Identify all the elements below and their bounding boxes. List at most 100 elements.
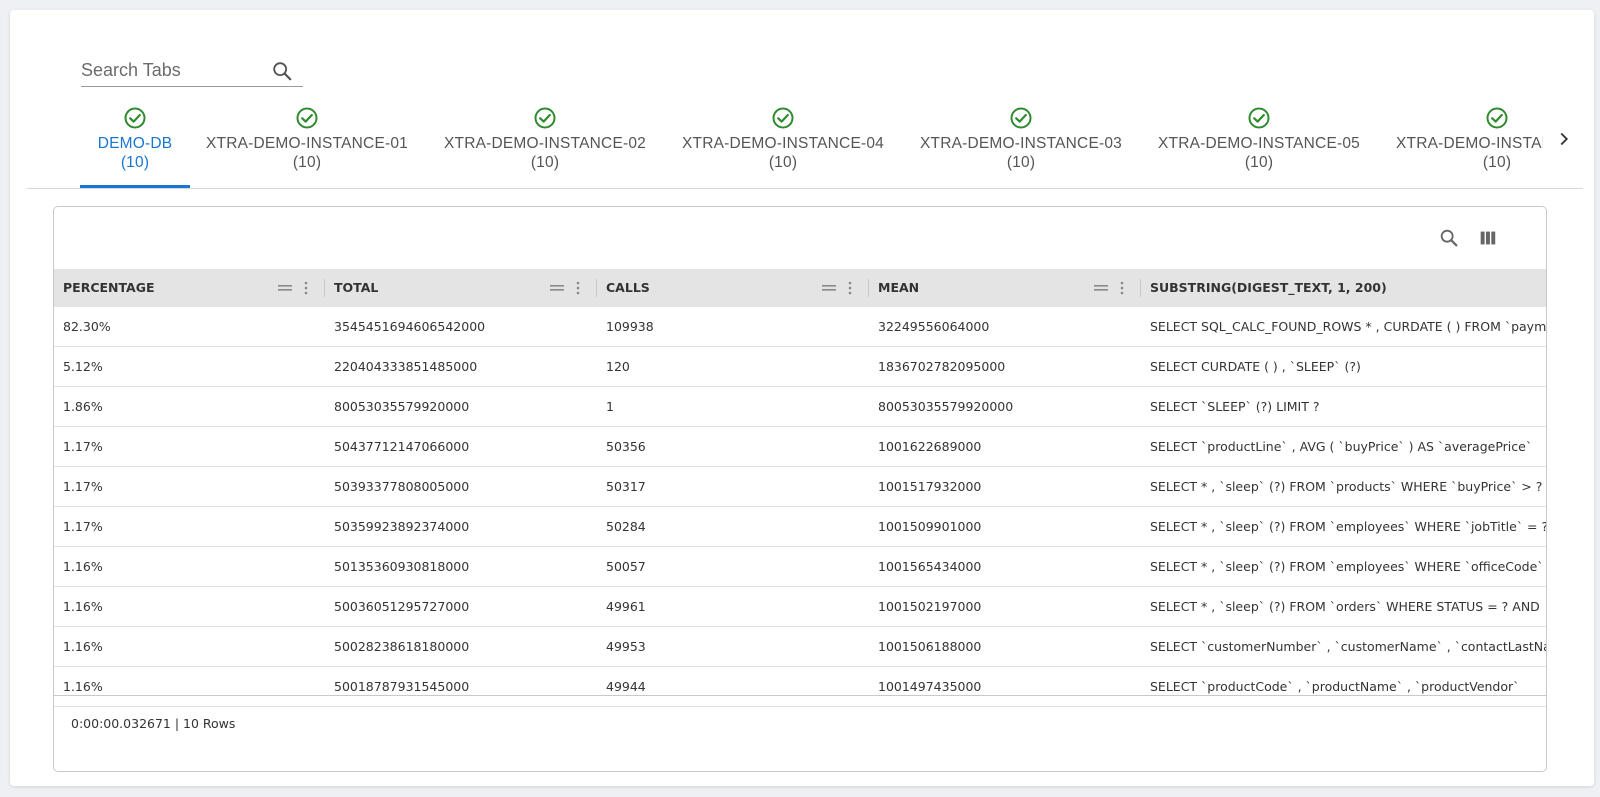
column-separator[interactable] bbox=[324, 279, 325, 297]
table-cell: 120 bbox=[606, 359, 630, 374]
table-cell: 1 bbox=[606, 399, 614, 414]
tab-demo-db[interactable]: DEMO-DB (10) bbox=[80, 98, 190, 188]
column-separator[interactable] bbox=[868, 279, 869, 297]
table-cell: SELECT `SLEEP` (?) LIMIT ? bbox=[1150, 399, 1320, 414]
check-circle-icon bbox=[296, 107, 318, 129]
tab-count: (10) bbox=[1244, 154, 1274, 171]
tab-xtra-demo-instance-06[interactable]: XTRA-DEMO-INSTANCE-06 (10) bbox=[1389, 98, 1543, 188]
column-header[interactable]: CALLS bbox=[597, 269, 869, 307]
drag-handle-icon[interactable] bbox=[1094, 283, 1108, 293]
table-cell: SELECT `productCode` , `productName` , `… bbox=[1150, 679, 1520, 694]
columns-icon[interactable] bbox=[1477, 227, 1499, 249]
table-cell: 49961 bbox=[606, 599, 646, 614]
table-cell: 109938 bbox=[606, 319, 654, 334]
table-row[interactable]: 1.17% 50437712147066000 50356 1001622689000… bbox=[54, 427, 1546, 467]
table-cell: 50135360930818000 bbox=[334, 559, 470, 574]
column-separator[interactable] bbox=[1140, 279, 1141, 297]
table-cell: 1.17% bbox=[63, 479, 103, 494]
table-cell: 1001622689000 bbox=[878, 439, 982, 454]
tab-label: XTRA-DEMO-INSTANCE-04 bbox=[682, 135, 884, 152]
table-row[interactable]: 1.16% 50036051295727000 49961 1001502197000… bbox=[54, 587, 1546, 627]
results-grid: PERCENTAGE TOTAL CALLS MEAN SUBSTRING(DIGEST… bbox=[54, 269, 1546, 707]
tab-count: (10) bbox=[120, 154, 150, 171]
check-circle-icon bbox=[1486, 107, 1508, 129]
column-header[interactable]: TOTAL bbox=[325, 269, 597, 307]
table-cell: 50036051295727000 bbox=[334, 599, 470, 614]
table-cell: 50356 bbox=[606, 439, 646, 454]
table-cell: 1.16% bbox=[63, 599, 103, 614]
search-tabs bbox=[81, 54, 303, 87]
table-row[interactable]: 1.17% 50359923892374000 50284 1001509901000… bbox=[54, 507, 1546, 547]
search-icon[interactable] bbox=[271, 60, 293, 82]
tab-count: (10) bbox=[1006, 154, 1036, 171]
grid-header: PERCENTAGE TOTAL CALLS MEAN SUBSTRING(DIGEST… bbox=[54, 269, 1546, 307]
table-cell: 49953 bbox=[606, 639, 646, 654]
column-header-label: TOTAL bbox=[334, 280, 379, 295]
column-header[interactable]: MEAN bbox=[869, 269, 1141, 307]
instance-tabs: DEMO-DB (10) XTRA-DEMO-INSTANCE-01 (10) XTRA… bbox=[27, 98, 1583, 189]
table-cell: 1001517932000 bbox=[878, 479, 982, 494]
column-menu-icon[interactable] bbox=[575, 280, 581, 296]
tab-label: XTRA-DEMO-INSTANCE-01 bbox=[206, 135, 408, 152]
table-cell: 50437712147066000 bbox=[334, 439, 470, 454]
table-cell: SELECT `productLine` , AVG ( `buyPrice` … bbox=[1150, 439, 1533, 454]
check-circle-icon bbox=[534, 107, 556, 129]
column-header[interactable]: SUBSTRING(DIGEST_TEXT, 1, 200) bbox=[1141, 269, 1546, 307]
table-cell: 32249556064000 bbox=[878, 319, 990, 334]
table-row[interactable]: 1.16% 50018787931545000 49944 1001497435000… bbox=[54, 667, 1546, 707]
tab-xtra-demo-instance-04[interactable]: XTRA-DEMO-INSTANCE-04 (10) bbox=[675, 98, 891, 188]
table-cell: 220404333851485000 bbox=[334, 359, 478, 374]
chevron-right-icon[interactable] bbox=[1553, 128, 1575, 150]
drag-handle-icon[interactable] bbox=[550, 283, 564, 293]
table-cell: SELECT CURDATE ( ) , `SLEEP` (?) bbox=[1150, 359, 1361, 374]
table-cell: 50057 bbox=[606, 559, 646, 574]
table-cell: SELECT SQL_CALC_FOUND_ROWS * , CURDATE (… bbox=[1150, 319, 1546, 334]
table-search-icon[interactable] bbox=[1438, 227, 1460, 249]
column-header[interactable]: PERCENTAGE bbox=[54, 269, 325, 307]
table-cell: SELECT * , `sleep` (?) FROM `orders` WHE… bbox=[1150, 599, 1540, 614]
table-cell: 50317 bbox=[606, 479, 646, 494]
table-cell: SELECT * , `sleep` (?) FROM `employees` … bbox=[1150, 559, 1546, 574]
main-card: DEMO-DB(10)XTRA-DEMO-INSTANCE-01(10)XTRA… bbox=[10, 10, 1594, 786]
query-summary: 0:00:00.032671 | 10 Rows bbox=[71, 716, 236, 731]
drag-handle-icon[interactable] bbox=[822, 283, 836, 293]
tab-count: (10) bbox=[530, 154, 560, 171]
table-cell: 50284 bbox=[606, 519, 646, 534]
column-separator[interactable] bbox=[596, 279, 597, 297]
check-circle-icon bbox=[772, 107, 794, 129]
table-row[interactable]: 1.16% 50135360930818000 50057 1001565434000… bbox=[54, 547, 1546, 587]
column-menu-icon[interactable] bbox=[1119, 280, 1125, 296]
table-cell: 1.17% bbox=[63, 439, 103, 454]
tab-xtra-demo-instance-03[interactable]: XTRA-DEMO-INSTANCE-03 (10) bbox=[913, 98, 1129, 188]
table-cell: 1001497435000 bbox=[878, 679, 982, 694]
check-circle-icon bbox=[1010, 107, 1032, 129]
table-cell: 80053035579920000 bbox=[878, 399, 1014, 414]
table-cell: 1001509901000 bbox=[878, 519, 982, 534]
tab-xtra-demo-instance-05[interactable]: XTRA-DEMO-INSTANCE-05 (10) bbox=[1151, 98, 1367, 188]
table-row[interactable]: 1.86% 80053035579920000 1 80053035579920000… bbox=[54, 387, 1546, 427]
tab-label: XTRA-DEMO-INSTANCE-06 bbox=[1396, 135, 1543, 152]
grid-footer: 0:00:00.032671 | 10 Rows bbox=[54, 695, 1546, 771]
column-header-label: PERCENTAGE bbox=[63, 280, 155, 295]
tab-count: (10) bbox=[768, 154, 798, 171]
table-cell: 80053035579920000 bbox=[334, 399, 470, 414]
query-results-panel: PERCENTAGE TOTAL CALLS MEAN SUBSTRING(DIGEST… bbox=[53, 206, 1547, 772]
tab-xtra-demo-instance-01[interactable]: XTRA-DEMO-INSTANCE-01 (10) bbox=[199, 98, 415, 188]
table-cell: 50393377808005000 bbox=[334, 479, 470, 494]
table-cell: 3545451694606542000 bbox=[334, 319, 486, 334]
column-menu-icon[interactable] bbox=[847, 280, 853, 296]
search-tabs-input[interactable] bbox=[81, 58, 261, 82]
table-row[interactable]: 1.16% 50028238618180000 49953 1001506188000… bbox=[54, 627, 1546, 667]
tab-count: (10) bbox=[1482, 154, 1512, 171]
column-menu-icon[interactable] bbox=[303, 280, 309, 296]
tab-count: (10) bbox=[292, 154, 322, 171]
tab-list: DEMO-DB (10) XTRA-DEMO-INSTANCE-01 (10) XTRA… bbox=[27, 98, 1543, 188]
drag-handle-icon[interactable] bbox=[278, 283, 292, 293]
check-circle-icon bbox=[1248, 107, 1270, 129]
table-row[interactable]: 5.12% 220404333851485000 120 18367027820950… bbox=[54, 347, 1546, 387]
table-cell: SELECT * , `sleep` (?) FROM `products` W… bbox=[1150, 479, 1543, 494]
tab-label: DEMO-DB bbox=[97, 135, 173, 152]
table-row[interactable]: 1.17% 50393377808005000 50317 1001517932000… bbox=[54, 467, 1546, 507]
tab-xtra-demo-instance-02[interactable]: XTRA-DEMO-INSTANCE-02 (10) bbox=[437, 98, 653, 188]
table-row[interactable]: 82.30% 3545451694606542000 109938 322495560… bbox=[54, 307, 1546, 347]
